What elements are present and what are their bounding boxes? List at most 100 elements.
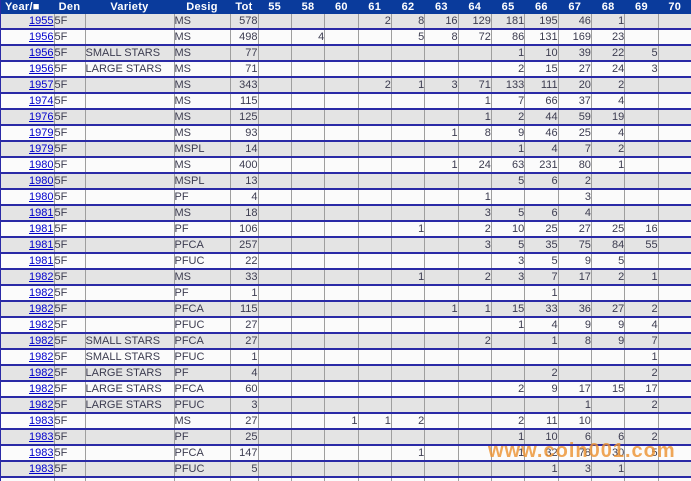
cell-66: 6 xyxy=(524,205,559,221)
cell-55 xyxy=(258,205,292,221)
cell-66: 35 xyxy=(524,237,559,253)
table-header: Year/■ Den Variety Desig Tot 55 58 60 61 62 63 64 65… xyxy=(1,0,691,14)
year-link[interactable]: 1957 xyxy=(29,79,54,91)
cell-den: 5F xyxy=(54,29,86,45)
cell-68: 27 xyxy=(591,301,626,317)
year-link[interactable]: 1983 xyxy=(29,415,54,427)
cell-tot: 3 xyxy=(230,397,259,413)
table-row: 1979 5F MS 93 1 8 9 46 25 4 xyxy=(1,125,691,141)
cell-69: 7 xyxy=(624,333,659,349)
cell-55 xyxy=(258,429,292,445)
year-link[interactable]: 1983 xyxy=(29,463,54,475)
cell-den: 5F xyxy=(54,205,86,221)
year-link[interactable]: 1982 xyxy=(29,303,54,315)
year-link[interactable]: 1982 xyxy=(29,399,54,411)
year-link[interactable]: 1981 xyxy=(29,239,54,251)
year-link[interactable]: 1981 xyxy=(29,255,54,267)
cell-den: 5F xyxy=(54,429,86,445)
cell-den: 5F xyxy=(54,45,86,61)
cell-65: 1 xyxy=(491,445,526,461)
cell-desig: PFCA xyxy=(174,333,231,349)
cell-69 xyxy=(624,189,659,205)
cell-67: 46 xyxy=(558,14,592,29)
cell-den: 5F xyxy=(54,173,86,189)
year-link[interactable]: 1956 xyxy=(29,31,54,43)
year-link[interactable]: 1982 xyxy=(29,383,54,395)
year-link[interactable]: 1981 xyxy=(29,223,54,235)
year-link[interactable]: 1982 xyxy=(29,351,54,363)
cell-68: 4 xyxy=(591,125,626,141)
cell-61 xyxy=(358,29,392,45)
cell-67: 78 xyxy=(558,445,592,461)
cell-58 xyxy=(291,269,326,285)
year-link[interactable]: 1980 xyxy=(29,175,54,187)
cell-empty xyxy=(1,477,55,481)
cell-65 xyxy=(491,397,526,413)
cell-55 xyxy=(258,285,292,301)
cell-70 xyxy=(658,29,691,45)
cell-60 xyxy=(324,14,359,29)
cell-65: 63 xyxy=(491,157,526,173)
cell-69 xyxy=(624,157,659,173)
cell-empty xyxy=(230,477,259,481)
column-header-64: 64 xyxy=(458,0,492,14)
column-header-60: 60 xyxy=(324,0,359,14)
cell-60 xyxy=(324,93,359,109)
year-link[interactable]: 1979 xyxy=(29,143,54,155)
cell-desig: PF xyxy=(174,189,231,205)
cell-year: 1980 xyxy=(1,173,55,189)
cell-65: 9 xyxy=(491,125,526,141)
year-link[interactable]: 1976 xyxy=(29,111,54,123)
cell-68: 25 xyxy=(591,221,626,237)
cell-year: 1980 xyxy=(1,189,55,205)
cell-70 xyxy=(658,173,691,189)
cell-66: 111 xyxy=(524,77,559,93)
cell-year: 1983 xyxy=(1,445,55,461)
cell-66: 4 xyxy=(524,141,559,157)
column-header-63: 63 xyxy=(424,0,459,14)
cell-62: 5 xyxy=(391,29,426,45)
year-link[interactable]: 1956 xyxy=(29,47,54,59)
cell-68: 1 xyxy=(591,461,626,477)
cell-65 xyxy=(491,365,526,381)
cell-empty xyxy=(491,477,526,481)
cell-58 xyxy=(291,317,326,333)
cell-60 xyxy=(324,333,359,349)
cell-66: 25 xyxy=(524,221,559,237)
cell-65: 3 xyxy=(491,269,526,285)
cell-65: 7 xyxy=(491,93,526,109)
cell-55 xyxy=(258,93,292,109)
year-link[interactable]: 1982 xyxy=(29,335,54,347)
cell-61 xyxy=(358,285,392,301)
year-link[interactable]: 1980 xyxy=(29,191,54,203)
cell-tot: 4 xyxy=(230,365,259,381)
cell-year: 1981 xyxy=(1,205,55,221)
year-link[interactable]: 1974 xyxy=(29,95,54,107)
cell-58 xyxy=(291,93,326,109)
year-link[interactable]: 1980 xyxy=(29,159,54,171)
year-link[interactable]: 1955 xyxy=(29,15,54,27)
year-link[interactable]: 1982 xyxy=(29,287,54,299)
year-link[interactable]: 1982 xyxy=(29,367,54,379)
year-link[interactable]: 1983 xyxy=(29,431,54,443)
year-link[interactable]: 1982 xyxy=(29,271,54,283)
year-link[interactable]: 1983 xyxy=(29,447,54,459)
table-row: 1957 5F MS 343 2 1 3 71 133 111 20 2 xyxy=(1,77,691,93)
cell-year: 1982 xyxy=(1,381,55,397)
cell-55 xyxy=(258,29,292,45)
year-link[interactable]: 1981 xyxy=(29,207,54,219)
cell-variety xyxy=(85,125,175,141)
column-header-69: 69 xyxy=(624,0,659,14)
year-link[interactable]: 1979 xyxy=(29,127,54,139)
cell-desig: PFUC xyxy=(174,253,231,269)
cell-67: 9 xyxy=(558,317,592,333)
year-link[interactable]: 1956 xyxy=(29,63,54,75)
cell-55 xyxy=(258,141,292,157)
cell-60 xyxy=(324,365,359,381)
year-link[interactable]: 1982 xyxy=(29,319,54,331)
cell-55 xyxy=(258,125,292,141)
cell-62 xyxy=(391,253,426,269)
cell-67: 7 xyxy=(558,141,592,157)
cell-tot: 578 xyxy=(230,14,259,29)
cell-69 xyxy=(624,285,659,301)
